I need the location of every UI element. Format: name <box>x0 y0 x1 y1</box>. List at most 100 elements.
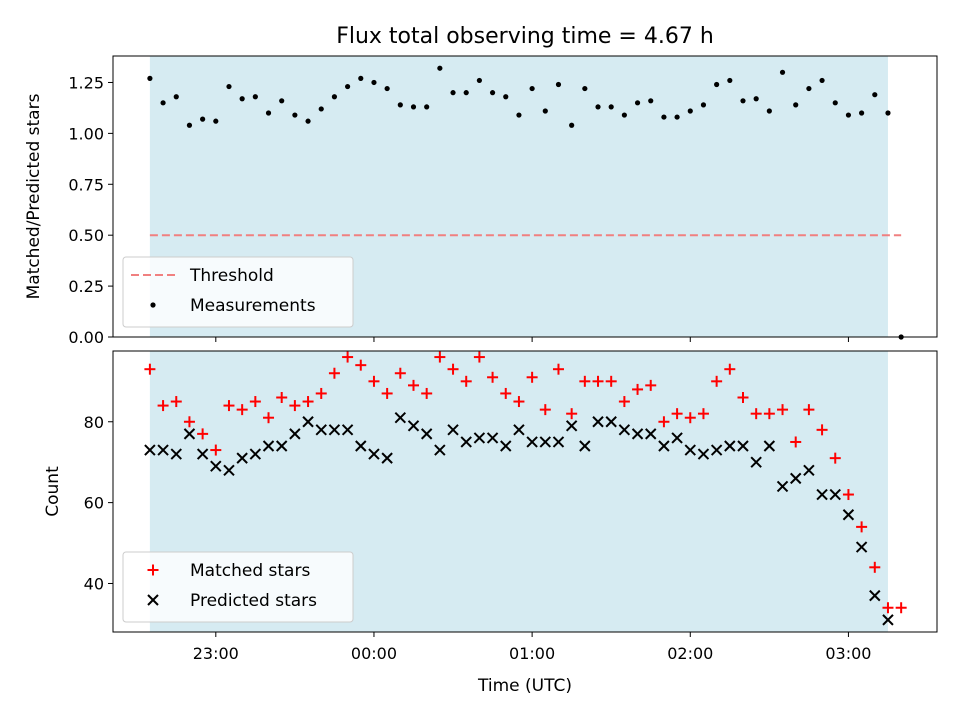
predicted-star-point <box>368 448 380 460</box>
cross-stroke <box>341 424 354 436</box>
cross-stroke <box>724 440 736 452</box>
legend-measurement-swatch <box>150 302 156 308</box>
predicted-star-point <box>790 472 802 485</box>
measurement-point <box>727 77 733 84</box>
cross-stroke <box>592 416 604 428</box>
predicted-star-point <box>579 440 591 452</box>
measurement-point <box>700 102 707 108</box>
y-tick-label: 80 <box>84 413 104 432</box>
cross-stroke <box>262 440 275 452</box>
matched-star-point <box>355 359 367 371</box>
measurement-point <box>872 92 878 98</box>
bottom-y-axis-label: Count <box>43 466 63 517</box>
matched-star-point <box>263 412 275 424</box>
cross-stroke <box>658 440 670 452</box>
predicted-star-point <box>249 448 262 460</box>
cross-stroke <box>275 440 288 452</box>
cross-stroke <box>144 444 156 456</box>
measurement-point <box>279 98 285 104</box>
predicted-star-point <box>671 432 683 444</box>
cross-stroke <box>183 428 196 440</box>
predicted-star-point <box>381 452 393 464</box>
legend-label: Measurements <box>190 296 316 316</box>
cross-stroke <box>697 448 710 460</box>
cross-stroke <box>394 412 407 424</box>
matched-star-point <box>144 363 156 375</box>
predicted-star-point <box>658 440 670 452</box>
matched-star-point <box>170 396 182 408</box>
matched-star-point <box>381 387 393 399</box>
cross-stroke <box>420 428 433 440</box>
cross-stroke <box>355 440 367 452</box>
measurement-point <box>661 114 667 120</box>
measurement-point <box>819 77 825 84</box>
cross-stroke <box>869 589 881 602</box>
matched-star-point <box>487 371 499 383</box>
cross-stroke <box>170 448 182 460</box>
cross-stroke <box>763 440 776 452</box>
y-tick-label: 0.75 <box>68 175 104 194</box>
matched-star-point <box>882 602 894 614</box>
matched-star-point <box>711 375 723 387</box>
predicted-star-point <box>315 424 327 436</box>
matched-star-point <box>697 408 709 420</box>
predicted-star-point <box>855 541 868 553</box>
matched-star-point <box>513 396 525 408</box>
matched-star-point <box>183 416 195 428</box>
x-tick-label: 00:00 <box>351 644 397 663</box>
measurement-point <box>200 116 206 122</box>
cross-stroke <box>434 444 446 456</box>
predicted-star-point <box>513 424 525 436</box>
matched-star-point <box>803 404 815 416</box>
matched-star-point <box>645 379 657 391</box>
matched-star-point <box>618 396 630 408</box>
measurement-point <box>569 122 575 128</box>
measurement-point <box>318 106 324 112</box>
predicted-star-point <box>144 444 156 456</box>
predicted-star-point <box>486 432 499 444</box>
matched-star-point <box>658 416 670 428</box>
predicted-star-point <box>275 440 288 452</box>
predicted-star-point <box>592 416 604 428</box>
measurement-point <box>542 108 548 114</box>
cross-stroke <box>671 432 683 444</box>
top-x-axis <box>215 337 849 342</box>
predicted-star-point <box>183 428 196 440</box>
measurement-point <box>213 118 219 124</box>
cross-stroke <box>223 464 235 476</box>
predicted-star-point <box>341 424 354 436</box>
cross-stroke <box>565 420 578 432</box>
predicted-star-point <box>816 488 828 501</box>
cross-stroke <box>513 424 525 436</box>
cross-stroke <box>539 436 552 448</box>
cross-stroke <box>605 416 617 428</box>
measurement-point <box>424 104 430 110</box>
cross-stroke <box>710 444 723 456</box>
measurement-point <box>832 100 838 106</box>
measurement-point <box>358 75 364 81</box>
top-y-axis-label: Matched/Predicted stars <box>24 93 44 299</box>
bottom-axes-frame <box>112 350 938 633</box>
matched-star-point <box>737 391 749 403</box>
y-tick-label: 40 <box>84 574 104 593</box>
measurement-point <box>608 104 614 110</box>
cross-stroke <box>684 444 696 456</box>
y-tick-label: 1.00 <box>68 124 104 143</box>
cross-stroke <box>249 448 262 460</box>
predicted-star-point <box>724 440 736 452</box>
matched-star-point <box>342 351 354 363</box>
matched-star-point <box>869 561 881 573</box>
measurement-point <box>793 102 799 108</box>
measurement-point <box>463 90 469 96</box>
x-tick-label: 01:00 <box>509 644 555 663</box>
matched-star-point <box>197 428 209 440</box>
cross-stroke <box>315 424 327 436</box>
matched-star-point <box>526 371 538 383</box>
matched-star-point <box>315 387 327 399</box>
matched-star-point <box>750 408 762 420</box>
predicted-star-point <box>302 416 314 428</box>
cross-stroke <box>473 432 486 444</box>
measurement-point <box>503 94 509 100</box>
predicted-star-point <box>473 432 486 444</box>
measurement-point <box>397 102 403 108</box>
